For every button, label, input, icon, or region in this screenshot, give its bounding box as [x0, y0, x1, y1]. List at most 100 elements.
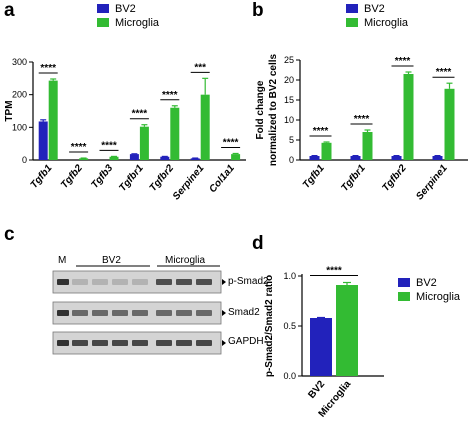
- x-label-tgfb2: Tgfb2: [59, 163, 85, 191]
- legend-b-bv2-label: BV2: [364, 3, 385, 15]
- y-tick-label: 0: [22, 155, 27, 165]
- blot-row-label-p-smad2: p-Smad2: [228, 276, 269, 287]
- legend-d-microglia-label: Microglia: [416, 291, 461, 303]
- lane-band: [112, 279, 128, 285]
- blot-row-label-smad2: Smad2: [228, 307, 260, 318]
- lane-band: [72, 279, 88, 285]
- y-tick-label: 5: [289, 135, 294, 145]
- y-tick-label: 0: [289, 155, 294, 165]
- bar-bv2-tgfbr2: [160, 156, 170, 160]
- bar-microglia-tgfb3: [109, 156, 119, 160]
- lane-band: [156, 310, 172, 316]
- significance-label: ****: [40, 63, 56, 74]
- lane-band: [196, 279, 212, 285]
- bar-microglia-tgfbr2: [170, 107, 180, 160]
- blot-membrane: [52, 270, 222, 294]
- lane-band: [176, 279, 192, 285]
- blot-marker-label: M: [58, 255, 66, 266]
- panel-letter-c: c: [4, 224, 15, 245]
- y-tick-label: 15: [284, 95, 294, 105]
- bar-microglia-col1a1: [231, 154, 241, 160]
- lane-band: [132, 340, 148, 346]
- significance-label: ****: [223, 137, 239, 148]
- bar-bv2-tgfb1: [38, 121, 48, 160]
- y-tick-label: 200: [12, 90, 27, 100]
- x-label-serpine1: Serpine1: [414, 163, 450, 203]
- blot-row-label-gapdh: GAPDH: [228, 336, 264, 347]
- panel-letter-d: d: [252, 233, 264, 254]
- significance-label: ****: [132, 109, 148, 120]
- bar-microglia-tgfbr1: [139, 126, 149, 160]
- lane-band: [156, 279, 172, 285]
- y-tick-label: 1.0: [283, 271, 296, 281]
- bar-microglia-serpine1: [444, 88, 455, 160]
- bar-bv2-serpine1: [432, 156, 443, 160]
- bar-microglia-tgfbr1: [362, 132, 373, 160]
- x-label-tgfbr2: Tgfbr2: [148, 163, 177, 194]
- legend-d-bv2-swatch: [398, 278, 410, 287]
- lane-band: [176, 310, 192, 316]
- significance-label: ****: [436, 67, 452, 78]
- y-tick-label: 300: [12, 57, 27, 67]
- y-tick-label: 20: [284, 75, 294, 85]
- lane-band: [176, 340, 192, 346]
- panel-letter-a: a: [4, 0, 15, 21]
- significance-label: ****: [354, 114, 370, 125]
- y-axis-label-line-2: normalized to BV2 cells: [268, 53, 279, 166]
- lane-band: [112, 310, 128, 316]
- legend-b-microglia-label: Microglia: [364, 17, 409, 29]
- significance-label: ****: [395, 56, 411, 67]
- blot-strip-gapdh: [52, 331, 226, 355]
- x-label-tgfb3: Tgfb3: [89, 163, 115, 191]
- significance-label: ****: [101, 140, 117, 151]
- lane-band: [92, 310, 108, 316]
- lane-band: [92, 279, 108, 285]
- blot-group-microglia-label: Microglia: [165, 255, 205, 266]
- legend-b: BV2 Microglia: [346, 3, 409, 29]
- y-axis-label: p-Smad2/Smad2 ratio: [264, 275, 275, 377]
- significance-label: ****: [326, 266, 342, 277]
- bar-microglia-serpine1: [200, 94, 210, 160]
- western-blot: M BV2 Microglia p-Smad2 Smad2 GAPDH: [52, 255, 269, 355]
- lane-band: [196, 340, 212, 346]
- lane-band: [72, 310, 88, 316]
- chart-a-tpm: 0100200300****Tgfb1****Tgfb2****Tgfb3***…: [4, 57, 246, 202]
- bar-microglia-tgfb1: [321, 142, 332, 160]
- bar-bv2-tgfbr2: [391, 156, 402, 160]
- significance-label: ****: [313, 126, 329, 137]
- legend-b-bv2-swatch: [346, 4, 358, 13]
- bar-bv2-tgfb1: [309, 156, 320, 160]
- ladder-band: [57, 310, 69, 316]
- row-arrow-icon: [222, 340, 226, 346]
- bar-bv2-tgfbr1: [350, 156, 361, 160]
- y-tick-label: 100: [12, 122, 27, 132]
- x-label-tgfbr1: Tgfbr1: [339, 163, 368, 194]
- legend-a-bv2-swatch: [97, 4, 109, 13]
- ladder-band: [57, 279, 69, 285]
- x-label-tgfb1: Tgfb1: [301, 163, 327, 191]
- y-tick-label: 10: [284, 115, 294, 125]
- chart-b-fold-change: 0 5 10 15 20 25 **** Tgfb1 **** Tgfbr1 **** Tgfbr2 *…: [255, 53, 468, 202]
- lane-band: [156, 340, 172, 346]
- lane-band: [132, 279, 148, 285]
- legend-a-microglia-swatch: [97, 18, 109, 27]
- x-label-tgfbr2: Tgfbr2: [380, 163, 409, 194]
- ladder-band: [57, 340, 69, 346]
- panel-letter-b: b: [252, 0, 264, 21]
- row-arrow-icon: [222, 279, 226, 285]
- significance-label: ****: [71, 142, 87, 153]
- x-label-col1a1: Col1a1: [207, 163, 237, 196]
- y-tick-label: 0.5: [283, 321, 296, 331]
- bar-microglia-tgfb1: [48, 80, 58, 160]
- significance-label: ***: [194, 62, 206, 73]
- bar-bv2: [310, 318, 332, 376]
- lane-band: [196, 310, 212, 316]
- blot-group-bv2-label: BV2: [102, 255, 121, 266]
- row-arrow-icon: [222, 310, 226, 316]
- bar-microglia-tgfbr2: [403, 74, 414, 160]
- bar-bv2-tgfbr1: [129, 154, 139, 160]
- x-label-serpine1: Serpine1: [171, 163, 207, 203]
- x-label-tgfbr1: Tgfbr1: [117, 163, 146, 194]
- legend-a-microglia-label: Microglia: [115, 17, 160, 29]
